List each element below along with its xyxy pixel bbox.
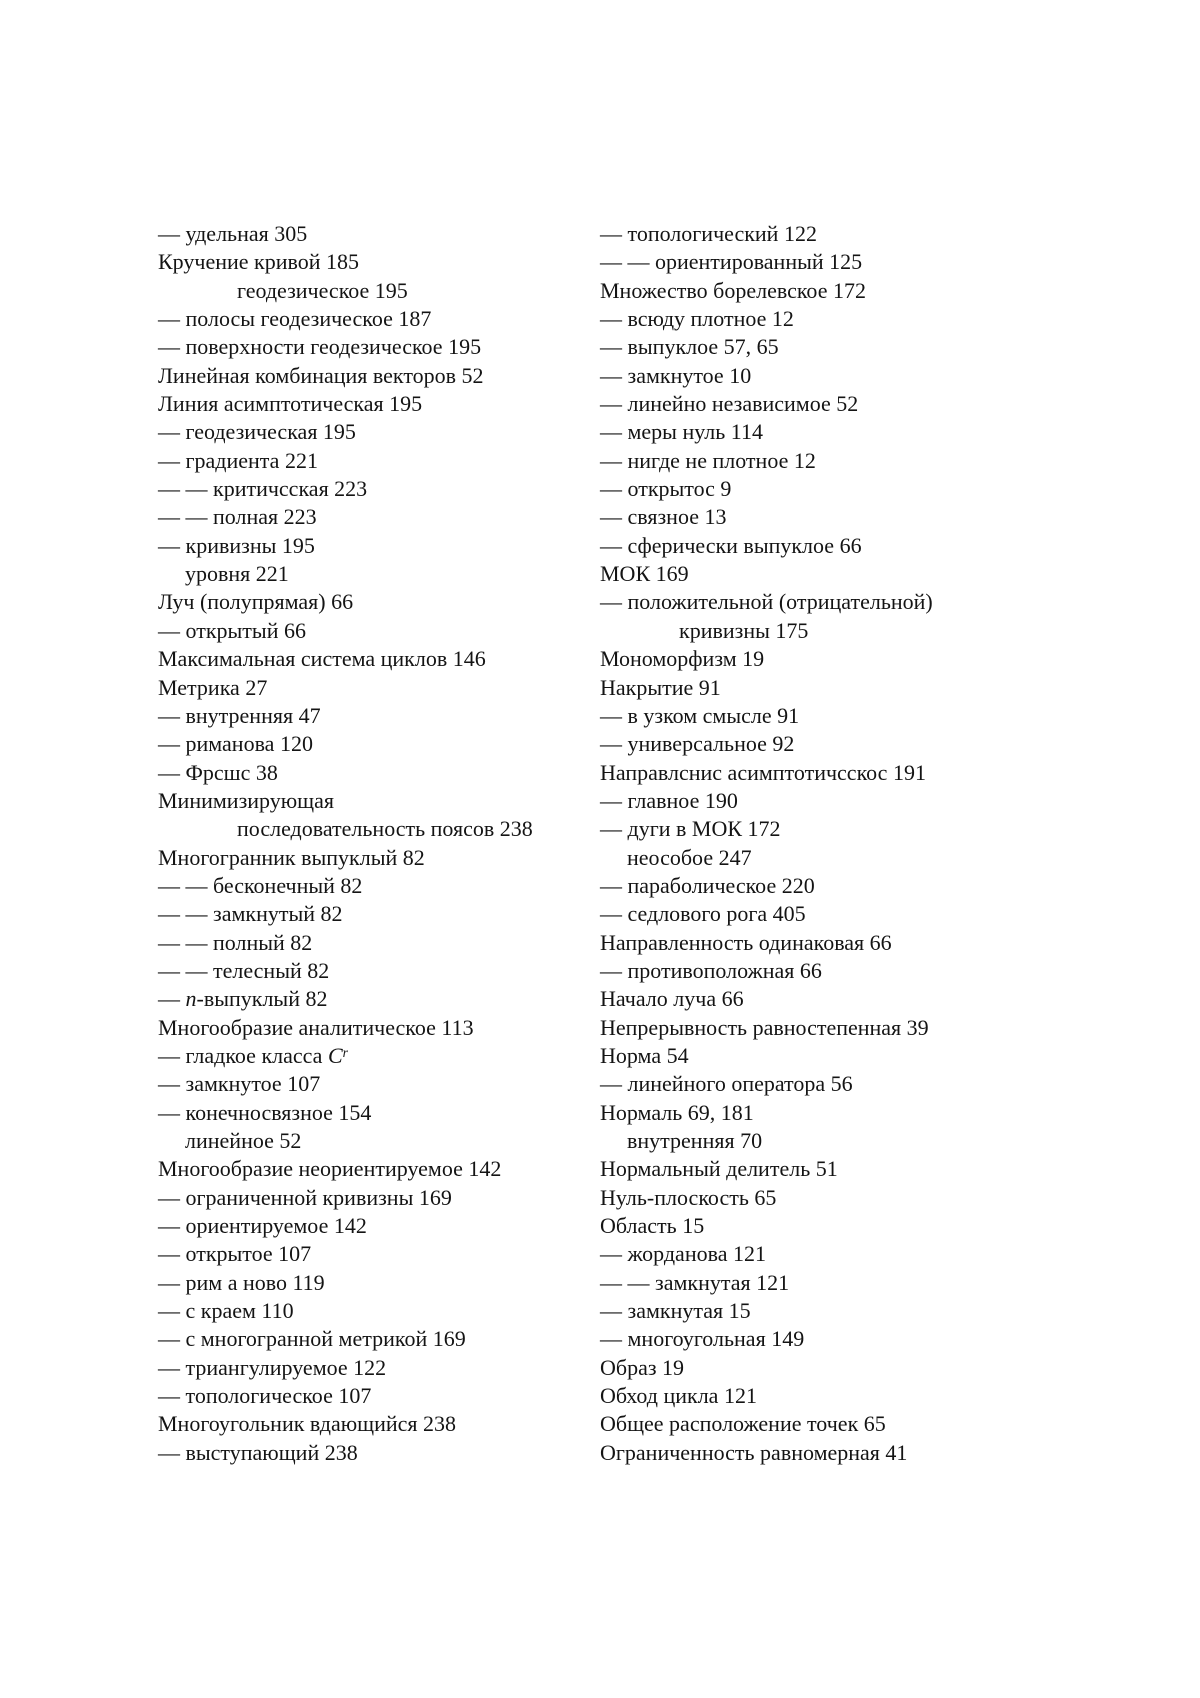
index-entry: — конечносвязное 154	[158, 1099, 372, 1125]
index-entry: — всюду плотное 12	[600, 306, 794, 332]
index-entry: — рим а ново 119	[158, 1269, 325, 1295]
index-entry: — замкнутое 10	[600, 362, 752, 388]
index-entry: Направленность одинаковая 66	[600, 929, 892, 955]
index-entry: Начало луча 66	[600, 986, 744, 1012]
index-entry: Метрика 27	[158, 674, 268, 700]
index-entry: — геодезическая 195	[158, 419, 356, 445]
index-entry: Многоугольник вдающийся 238	[158, 1411, 457, 1437]
index-entry: Многообразие неориентируемое 142	[158, 1156, 502, 1182]
index-entry: — гладкое класса Cr	[158, 1042, 348, 1068]
index-entry: — положительной (отрицательной)	[600, 589, 933, 615]
index-entry: — с многогранной метрикой 169	[158, 1326, 466, 1352]
index-entry: — n-выпуклый 82	[158, 986, 328, 1012]
index-entry: — ориентируемое 142	[158, 1213, 367, 1239]
index-column-left: — удельная 305 Кручение кривой 185 геодези…	[158, 220, 588, 1467]
index-entry: — ограниченной кривизны 169	[158, 1184, 452, 1210]
index-entry: — в узком смысле 91	[600, 702, 800, 728]
index-entry: кривизны 175	[679, 617, 809, 643]
index-entry: — полосы геодезическое 187	[158, 306, 432, 332]
index-entry: Нуль-плоскость 65	[600, 1184, 777, 1210]
index-entry: — — телесный 82	[158, 957, 330, 983]
index-entry: уровня 221	[185, 561, 289, 587]
index-entry: — меры нуль 114	[600, 419, 763, 445]
index-entry: — седлового рога 405	[600, 901, 806, 927]
index-entry: — многоугольная 149	[600, 1326, 805, 1352]
index-entry: Нормальный делитель 51	[600, 1156, 838, 1182]
index-entry: Максимальная система циклов 146	[158, 646, 486, 672]
index-entry: — противоположная 66	[600, 957, 822, 983]
index-column-right: — топологический 122 — — ориентированный …	[600, 220, 1050, 1467]
index-entry: — — бесконечный 82	[158, 872, 363, 898]
index-entry: Ограниченность равномерная 41	[600, 1439, 908, 1465]
index-entry: — — замкнутая 121	[600, 1269, 790, 1295]
index-entry: — градиента 221	[158, 447, 318, 473]
index-entry: — нигде не плотное 12	[600, 447, 816, 473]
index-entry: — линейного оператора 56	[600, 1071, 853, 1097]
index-entry: Множество борелевское 172	[600, 277, 866, 303]
index-entry: — с краем 110	[158, 1298, 294, 1324]
index-entry: Накрытие 91	[600, 674, 721, 700]
index-entry: Многогранник выпуклый 82	[158, 844, 425, 870]
index-entry: — триангулируемое 122	[158, 1354, 387, 1380]
index-entry: Луч (полупрямая) 66	[158, 589, 354, 615]
index-entry: — параболическое 220	[600, 872, 815, 898]
index-entry: — замкнутое 107	[158, 1071, 321, 1097]
index-entry: Общее расположение точек 65	[600, 1411, 886, 1437]
index-entry: Норма 54	[600, 1042, 689, 1068]
index-entry: — линейно независимое 52	[600, 391, 859, 417]
index-entry: — связное 13	[600, 504, 727, 530]
index-entry: — риманова 120	[158, 731, 313, 757]
index-entry: Образ 19	[600, 1354, 685, 1380]
index-entry: — поверхности геодезическое 195	[158, 334, 482, 360]
index-entry: — открытос 9	[600, 476, 732, 502]
index-entry: — — ориентированный 125	[600, 249, 863, 275]
index-entry: — внутренняя 47	[158, 702, 321, 728]
index-entry: — — замкнутый 82	[158, 901, 343, 927]
index-entry: Область 15	[600, 1213, 705, 1239]
index-entry: — удельная 305	[158, 221, 308, 246]
index-entry: Непрерывность равностепенная 39	[600, 1014, 929, 1040]
index-entry: — дуги в МОК 172	[600, 816, 781, 842]
index-entry: Направлснис асимптотичсскос 191	[600, 759, 926, 785]
index-entry: Нормаль 69, 181	[600, 1099, 754, 1125]
index-entry: — открытый 66	[158, 617, 306, 643]
index-entry: — топологический 122	[600, 221, 817, 246]
index-entry: — выпуклое 57, 65	[600, 334, 779, 360]
index-entry: — — полная 223	[158, 504, 317, 530]
index-entry: Обход цикла 121	[600, 1383, 757, 1409]
index-entry: — жорданова 121	[600, 1241, 766, 1267]
index-entry: — универсальное 92	[600, 731, 795, 757]
index-entry: — — критичсская 223	[158, 476, 368, 502]
index-entry: Линия асимптотическая 195	[158, 391, 423, 417]
index-entry: — кривизны 195	[158, 532, 315, 558]
index-entry: Многообразие аналитическое 113	[158, 1014, 474, 1040]
index-entry: Мономорфизм 19	[600, 646, 765, 672]
index-entry: — топологическое 107	[158, 1383, 372, 1409]
index-entry: Минимизирующая	[158, 787, 335, 813]
index-entry: линейное 52	[185, 1128, 302, 1153]
index-entry: последовательность поясов 238	[237, 816, 533, 842]
index-entry: — Фрсшс 38	[158, 759, 278, 785]
index-entry: — — полный 82	[158, 929, 313, 955]
index-entry: МОК 169	[600, 561, 689, 587]
index-entry: — главное 190	[600, 787, 738, 813]
index-entry: Кручение кривой 185	[158, 249, 359, 275]
index-entry: геодезическое 195	[237, 277, 408, 303]
index-entry: — открытое 107	[158, 1241, 312, 1267]
index-entry: — замкнутая 15	[600, 1298, 751, 1324]
index-entry: — сферически выпуклое 66	[600, 532, 862, 558]
index-entry: внутренняя 70	[627, 1128, 763, 1153]
index-entry: неособое 247	[627, 844, 752, 870]
index-entry: Линейная комбинация векторов 52	[158, 362, 484, 388]
index-entry: — выступающий 238	[158, 1439, 358, 1465]
